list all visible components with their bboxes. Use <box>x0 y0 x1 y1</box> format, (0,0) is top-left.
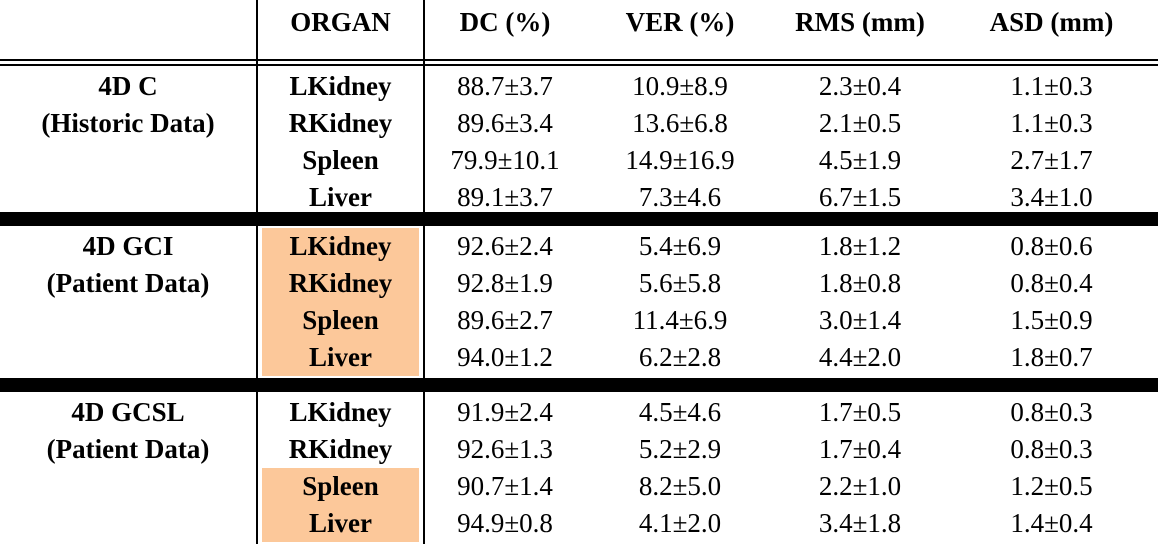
rms-cell: 2.3±0.4 <box>818 71 902 101</box>
organ-cell: RKidney <box>288 434 393 464</box>
dc-cell: 91.9±2.4 <box>457 397 553 427</box>
section-subtitle: (Historic Data) <box>41 108 215 138</box>
ver-cell: 13.6±6.8 <box>632 108 728 138</box>
ver-cell: 11.4±6.9 <box>632 305 728 335</box>
organ-cell: LKidney <box>289 71 392 101</box>
column-divider-organ <box>423 0 425 544</box>
rms-cell: 1.8±1.2 <box>818 231 902 261</box>
ver-cell: 5.6±5.8 <box>638 268 722 298</box>
rms-cell: 3.0±1.4 <box>818 305 902 335</box>
ver-cell: 8.2±5.0 <box>638 471 722 501</box>
section-subtitle: (Patient Data) <box>46 434 210 464</box>
dc-cell: 89.6±2.7 <box>457 305 553 335</box>
dc-cell: 79.9±10.1 <box>450 145 560 175</box>
header-ver: VER (%) <box>625 7 735 37</box>
rms-cell: 2.2±1.0 <box>818 471 902 501</box>
organ-cell: Liver <box>262 505 419 542</box>
header-asd: ASD (mm) <box>989 7 1114 37</box>
rms-cell: 3.4±1.8 <box>818 508 902 538</box>
rms-cell: 1.7±0.5 <box>818 397 902 427</box>
rms-cell: 4.4±2.0 <box>818 342 902 372</box>
asd-cell: 1.1±0.3 <box>1010 71 1093 101</box>
header-rule-bottom <box>0 64 1158 66</box>
section-title: 4D GCSL <box>71 397 185 427</box>
organ-cell: Spleen <box>262 468 419 505</box>
asd-cell: 2.7±1.7 <box>1010 145 1093 175</box>
asd-cell: 0.8±0.3 <box>1010 397 1093 427</box>
ver-cell: 6.2±2.8 <box>638 342 722 372</box>
asd-cell: 0.8±0.3 <box>1010 434 1093 464</box>
asd-cell: 1.8±0.7 <box>1010 342 1093 372</box>
header-dc: DC (%) <box>459 7 551 37</box>
organ-cell: Liver <box>262 339 419 376</box>
dc-cell: 92.8±1.9 <box>457 268 553 298</box>
ver-cell: 4.1±2.0 <box>638 508 722 538</box>
dc-cell: 92.6±1.3 <box>457 434 553 464</box>
organ-cell: RKidney <box>262 265 419 302</box>
asd-cell: 0.8±0.6 <box>1010 231 1093 261</box>
rms-cell: 4.5±1.9 <box>818 145 902 175</box>
dc-cell: 89.6±3.4 <box>457 108 553 138</box>
ver-cell: 5.4±6.9 <box>638 231 722 261</box>
ver-cell: 7.3±4.6 <box>638 182 722 212</box>
organ-cell: LKidney <box>289 397 392 427</box>
rms-cell: 1.7±0.4 <box>818 434 902 464</box>
organ-cell: Spleen <box>302 145 379 175</box>
dc-cell: 88.7±3.7 <box>457 71 553 101</box>
rms-cell: 2.1±0.5 <box>818 108 902 138</box>
rms-cell: 1.8±0.8 <box>818 268 902 298</box>
organ-cell: Spleen <box>262 302 419 339</box>
organ-cell: RKidney <box>288 108 393 138</box>
section-separator-2 <box>0 378 1158 392</box>
dc-cell: 94.0±1.2 <box>457 342 553 372</box>
asd-cell: 1.1±0.3 <box>1010 108 1093 138</box>
ver-cell: 14.9±16.9 <box>625 145 735 175</box>
section-separator-1 <box>0 212 1158 226</box>
header-organ: ORGAN <box>290 7 391 37</box>
header-rule-top <box>0 59 1158 61</box>
ver-cell: 5.2±2.9 <box>638 434 722 464</box>
section-title: 4D C <box>98 71 158 101</box>
column-divider-group <box>256 0 258 544</box>
section-subtitle: (Patient Data) <box>46 268 210 298</box>
asd-cell: 3.4±1.0 <box>1010 182 1093 212</box>
header-rms: RMS (mm) <box>795 7 925 37</box>
dc-cell: 92.6±2.4 <box>457 231 553 261</box>
ver-cell: 4.5±4.6 <box>638 397 722 427</box>
dc-cell: 94.9±0.8 <box>457 508 553 538</box>
section-title: 4D GCI <box>82 231 174 261</box>
organ-cell: Liver <box>309 182 372 212</box>
asd-cell: 1.4±0.4 <box>1010 508 1093 538</box>
organ-cell: LKidney <box>262 228 419 265</box>
ver-cell: 10.9±8.9 <box>632 71 728 101</box>
rms-cell: 6.7±1.5 <box>818 182 902 212</box>
asd-cell: 1.2±0.5 <box>1010 471 1093 501</box>
dc-cell: 89.1±3.7 <box>457 182 553 212</box>
dc-cell: 90.7±1.4 <box>457 471 553 501</box>
asd-cell: 1.5±0.9 <box>1010 305 1093 335</box>
asd-cell: 0.8±0.4 <box>1010 268 1093 298</box>
